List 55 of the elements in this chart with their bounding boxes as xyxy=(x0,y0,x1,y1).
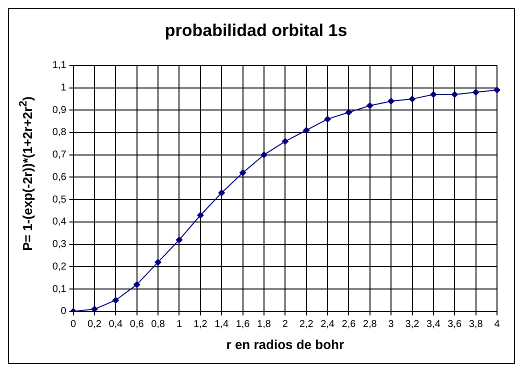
x-tick-label: 1,2 xyxy=(193,319,208,330)
x-tick-label: 0,4 xyxy=(108,319,124,330)
point xyxy=(282,138,289,145)
point xyxy=(451,90,458,98)
chart-title: probabilidad orbital 1s xyxy=(164,20,348,40)
x-tick-label: 2,8 xyxy=(362,319,378,330)
y-tick-label: 0,1 xyxy=(52,284,67,295)
y-tick-label: 0,8 xyxy=(52,127,67,138)
point xyxy=(133,281,140,288)
y-tick-label: 1,1 xyxy=(52,60,67,72)
x-tick-label: 0,2 xyxy=(88,319,102,330)
x-tick-label: 3 xyxy=(388,319,394,330)
x-tick-label: 1 xyxy=(176,319,182,330)
point xyxy=(472,88,480,96)
point xyxy=(112,296,120,304)
y-tick-label: 0,5 xyxy=(52,194,67,206)
x-tick-label: 1,6 xyxy=(236,319,250,330)
x-tick-label: 1,4 xyxy=(214,319,229,330)
point xyxy=(430,90,437,98)
y-tick-label: 0,6 xyxy=(52,172,67,183)
point xyxy=(324,116,332,123)
point xyxy=(366,102,374,110)
y-tick-label: 0 xyxy=(60,306,67,318)
x-tick-label: 2 xyxy=(282,319,288,330)
x-tick-label: 2,4 xyxy=(320,319,335,330)
point xyxy=(154,258,162,266)
point xyxy=(408,95,416,102)
y-tick-label: 0,2 xyxy=(52,261,67,272)
point xyxy=(388,98,395,105)
x-tick-label: 3,6 xyxy=(448,319,462,330)
point xyxy=(260,151,268,158)
x-axis-title: r en radios de bohr xyxy=(226,336,344,352)
point xyxy=(90,306,98,312)
x-tick-label: 3,4 xyxy=(426,319,441,330)
y-tick-label: 0,4 xyxy=(52,216,67,228)
x-tick-label: 3,8 xyxy=(468,319,484,330)
x-tick-label: 0,6 xyxy=(130,319,144,330)
point xyxy=(302,126,310,134)
point xyxy=(239,169,246,176)
y-tick-label: 0,7 xyxy=(52,150,67,161)
y-tick-label: 0,9 xyxy=(52,104,67,116)
y-tick-label: 1 xyxy=(60,82,67,94)
point xyxy=(196,212,204,219)
y-tick-label: 0,3 xyxy=(52,239,67,250)
point xyxy=(345,108,352,116)
x-tick-label: 1,8 xyxy=(257,319,272,330)
x-tick-label: 0 xyxy=(70,319,77,330)
x-tick-label: 2,2 xyxy=(299,319,314,330)
x-tick-label: 2,6 xyxy=(342,319,356,330)
x-tick-label: 3,2 xyxy=(405,319,420,330)
point xyxy=(176,236,183,244)
point xyxy=(218,189,226,196)
x-tick-label: 4 xyxy=(494,319,500,330)
point xyxy=(494,86,500,94)
x-tick-label: 0,8 xyxy=(151,319,166,330)
